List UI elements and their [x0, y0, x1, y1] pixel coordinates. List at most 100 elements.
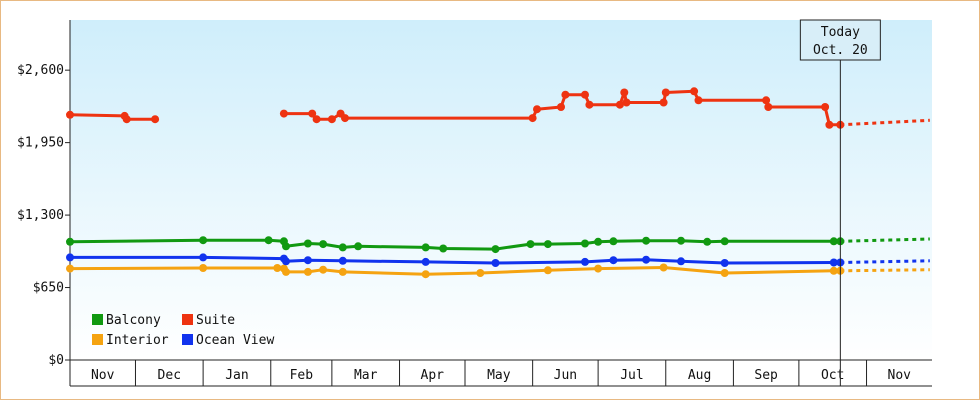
- data-point-suite[interactable]: [622, 98, 631, 107]
- data-point-suite[interactable]: [533, 105, 541, 114]
- data-point-interior[interactable]: [594, 264, 603, 273]
- x-tick-label: Apr: [421, 368, 445, 383]
- data-point-balcony[interactable]: [66, 237, 74, 246]
- data-point-suite[interactable]: [585, 100, 594, 109]
- data-point-suite[interactable]: [308, 109, 317, 118]
- data-point-balcony[interactable]: [581, 239, 589, 248]
- y-tick-label: $650: [33, 281, 64, 296]
- data-point-balcony[interactable]: [264, 236, 273, 245]
- data-point-balcony[interactable]: [354, 242, 363, 251]
- data-point-balcony[interactable]: [199, 236, 208, 245]
- data-point-balcony[interactable]: [720, 237, 729, 246]
- data-point-balcony[interactable]: [282, 242, 290, 251]
- data-point-suite[interactable]: [690, 87, 699, 96]
- data-point-balcony[interactable]: [303, 239, 312, 248]
- legend-label-suite: Suite: [196, 313, 235, 328]
- data-point-interior[interactable]: [543, 266, 552, 275]
- data-point-ocean-view[interactable]: [282, 257, 290, 266]
- data-point-interior[interactable]: [273, 264, 282, 272]
- y-tick-label: $2,600: [17, 63, 64, 78]
- data-point-suite[interactable]: [66, 110, 74, 119]
- data-point-balcony[interactable]: [421, 243, 430, 252]
- data-point-balcony[interactable]: [543, 240, 552, 249]
- data-point-interior[interactable]: [720, 269, 729, 277]
- data-point-suite[interactable]: [659, 98, 668, 107]
- data-point-ocean-view[interactable]: [609, 256, 618, 265]
- data-point-balcony[interactable]: [491, 245, 500, 254]
- data-point-suite[interactable]: [694, 96, 703, 105]
- today-marker: Today Oct. 20: [799, 19, 881, 386]
- data-point-interior[interactable]: [319, 265, 328, 274]
- data-point-balcony[interactable]: [677, 236, 685, 245]
- x-tick-label: Feb: [290, 368, 314, 383]
- data-point-suite[interactable]: [312, 115, 321, 124]
- projection-line-interior: [840, 268, 930, 273]
- data-point-interior[interactable]: [829, 266, 838, 275]
- data-point-suite[interactable]: [615, 100, 624, 109]
- data-point-balcony[interactable]: [829, 237, 838, 246]
- x-tick-label: Jun: [554, 368, 577, 383]
- x-tick-label: Jan: [225, 368, 248, 383]
- x-tick-label: Jul: [620, 368, 643, 383]
- data-point-suite[interactable]: [821, 103, 830, 111]
- data-point-ocean-view[interactable]: [642, 255, 651, 264]
- data-point-interior[interactable]: [199, 264, 208, 272]
- data-point-ocean-view[interactable]: [66, 253, 74, 262]
- legend-label-interior: Interior: [106, 333, 169, 348]
- data-point-ocean-view[interactable]: [581, 257, 589, 266]
- data-point-suite[interactable]: [825, 120, 834, 129]
- series-balcony: [66, 236, 930, 254]
- data-point-interior[interactable]: [303, 267, 312, 276]
- today-date-label: Oct. 20: [813, 43, 868, 58]
- data-point-suite[interactable]: [661, 88, 670, 97]
- series-layer: [66, 87, 930, 279]
- data-point-suite[interactable]: [151, 115, 160, 124]
- data-point-suite[interactable]: [122, 115, 131, 124]
- data-point-interior[interactable]: [476, 269, 485, 277]
- x-tick-label: Mar: [354, 368, 378, 383]
- data-point-interior[interactable]: [659, 263, 668, 272]
- data-point-suite[interactable]: [528, 114, 537, 123]
- data-point-ocean-view[interactable]: [199, 253, 208, 262]
- data-point-balcony[interactable]: [338, 243, 347, 252]
- legend-label-balcony: Balcony: [106, 313, 161, 328]
- data-point-suite[interactable]: [762, 96, 771, 105]
- data-point-ocean-view[interactable]: [338, 256, 347, 265]
- legend-swatch-ocean-view: [182, 334, 193, 345]
- data-point-ocean-view[interactable]: [677, 257, 685, 266]
- legend-swatch-suite: [182, 314, 193, 325]
- data-point-balcony[interactable]: [642, 236, 651, 245]
- data-point-suite[interactable]: [279, 109, 288, 118]
- legend-swatch-balcony: [92, 314, 103, 325]
- data-point-interior[interactable]: [66, 264, 74, 273]
- data-point-balcony[interactable]: [594, 237, 603, 246]
- x-tick-label: Oct: [821, 368, 844, 383]
- data-point-ocean-view[interactable]: [303, 256, 312, 265]
- data-point-balcony[interactable]: [609, 237, 618, 246]
- data-point-ocean-view[interactable]: [720, 259, 729, 267]
- x-tick-label: Nov: [888, 368, 912, 383]
- data-point-suite[interactable]: [327, 115, 336, 124]
- data-point-interior[interactable]: [338, 267, 347, 276]
- data-point-balcony[interactable]: [319, 240, 328, 249]
- legend-label-ocean-view: Ocean View: [196, 333, 274, 348]
- today-label: Today: [821, 25, 860, 40]
- data-point-suite[interactable]: [341, 114, 349, 123]
- data-point-ocean-view[interactable]: [829, 258, 838, 267]
- projection-line-suite: [840, 118, 930, 127]
- data-point-ocean-view[interactable]: [421, 257, 430, 266]
- data-point-suite[interactable]: [561, 90, 570, 99]
- data-point-balcony[interactable]: [703, 237, 712, 246]
- data-point-balcony[interactable]: [439, 244, 448, 253]
- data-point-interior[interactable]: [421, 270, 430, 279]
- data-point-suite[interactable]: [764, 103, 773, 111]
- y-tick-label: $1,950: [17, 136, 64, 151]
- data-point-ocean-view[interactable]: [491, 259, 500, 267]
- data-point-interior[interactable]: [282, 267, 290, 276]
- data-point-suite[interactable]: [581, 90, 589, 99]
- data-point-suite[interactable]: [557, 103, 565, 111]
- plot-area: [70, 20, 932, 360]
- legend: Balcony Suite Interior Ocean View: [92, 313, 274, 348]
- data-point-suite[interactable]: [620, 88, 629, 97]
- data-point-balcony[interactable]: [526, 240, 535, 249]
